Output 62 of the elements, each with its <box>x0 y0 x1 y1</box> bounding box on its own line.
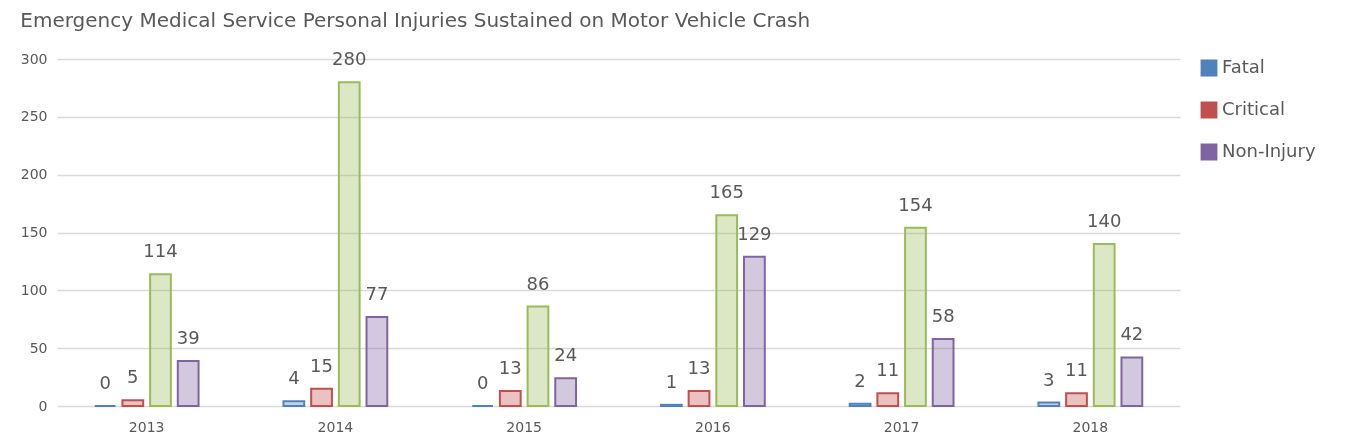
bar <box>526 305 550 407</box>
data-label: 13 <box>687 356 711 378</box>
data-label: 0 <box>476 372 489 393</box>
bar <box>498 389 522 407</box>
bar <box>1092 243 1116 407</box>
bar <box>848 402 872 407</box>
bar <box>176 359 200 407</box>
y-tick-label: 250 <box>20 108 48 125</box>
x-tick-label: 2015 <box>506 418 542 435</box>
data-label: 280 <box>332 48 367 70</box>
bar <box>1120 356 1144 407</box>
bar <box>149 273 172 407</box>
legend-label: Fatal <box>1222 56 1265 77</box>
bar <box>931 337 955 407</box>
data-label: 1 <box>665 370 678 392</box>
data-label: 0 <box>99 372 111 393</box>
data-label: 13 <box>498 356 522 378</box>
x-tick-label: 2016 <box>695 418 731 435</box>
x-tick-label: 2013 <box>128 418 165 435</box>
data-label: 39 <box>176 326 200 348</box>
y-tick-label: 300 <box>20 50 48 67</box>
data-label: 129 <box>737 222 772 244</box>
data-label: 3 <box>1043 368 1055 390</box>
bar <box>687 389 711 407</box>
y-tick-label: 50 <box>29 339 48 356</box>
data-label: 58 <box>931 304 955 326</box>
bar <box>282 400 306 407</box>
data-label: 114 <box>143 240 178 262</box>
data-label: 140 <box>1087 210 1122 232</box>
data-label: 15 <box>310 354 333 376</box>
data-label: 5 <box>127 366 139 388</box>
x-tick-label: 2018 <box>1072 418 1109 435</box>
data-label: 2 <box>854 369 866 391</box>
data-label: 165 <box>709 181 744 203</box>
bar <box>1037 401 1061 407</box>
bar <box>121 399 145 407</box>
bar <box>904 226 927 407</box>
data-label: 4 <box>288 367 300 389</box>
data-label: 24 <box>554 344 578 366</box>
data-label: 77 <box>365 282 389 304</box>
bar <box>554 377 578 407</box>
data-label: 11 <box>1065 359 1088 381</box>
data-label: 154 <box>898 193 933 215</box>
y-tick-label: 0 <box>38 397 48 414</box>
y-tick-label: 200 <box>20 166 48 183</box>
legend-label: Non-Injury <box>1222 140 1316 161</box>
data-label: 86 <box>526 272 550 294</box>
y-tick-label: 150 <box>20 224 48 240</box>
bar <box>337 81 361 407</box>
bar <box>715 214 739 407</box>
bar <box>743 255 766 407</box>
data-label: 42 <box>1120 323 1144 345</box>
bar <box>1065 392 1088 407</box>
chart-title: Emergency Medical Service Personal Injuries Sustained on Motor Vehicle Crash <box>20 8 811 33</box>
bar <box>876 392 900 407</box>
legend-label: Critical <box>1222 98 1285 119</box>
data-label: 11 <box>876 359 900 381</box>
bar <box>310 387 333 407</box>
x-tick-label: 2014 <box>317 418 354 435</box>
bar <box>365 315 389 407</box>
y-tick-label: 100 <box>20 281 48 298</box>
x-tick-label: 2017 <box>883 418 920 435</box>
